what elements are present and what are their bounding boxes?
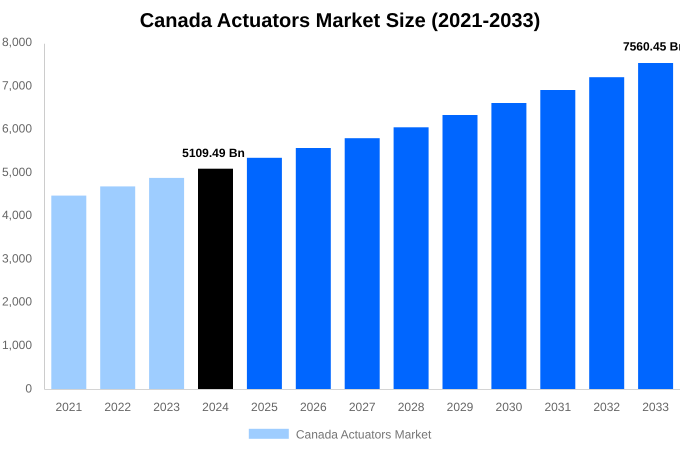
- svg-text:5,000: 5,000: [2, 165, 32, 179]
- svg-text:2027: 2027: [349, 400, 376, 414]
- svg-text:5109.49 Bn: 5109.49 Bn: [182, 146, 245, 160]
- svg-text:2021: 2021: [55, 400, 82, 414]
- svg-text:2026: 2026: [300, 400, 327, 414]
- svg-text:2031: 2031: [544, 400, 571, 414]
- svg-text:7560.45 Bn: 7560.45 Bn: [623, 40, 680, 54]
- svg-text:7,000: 7,000: [2, 78, 32, 92]
- svg-text:Canada Actuators Market Size (: Canada Actuators Market Size (2021-2033): [140, 10, 541, 32]
- svg-text:2023: 2023: [153, 400, 180, 414]
- svg-text:2030: 2030: [496, 400, 523, 414]
- svg-text:1,000: 1,000: [2, 338, 32, 352]
- svg-text:Canada Actuators Market: Canada Actuators Market: [296, 428, 432, 442]
- svg-text:2028: 2028: [398, 400, 425, 414]
- svg-text:2029: 2029: [447, 400, 474, 414]
- svg-text:6,000: 6,000: [2, 122, 32, 136]
- svg-text:2025: 2025: [251, 400, 278, 414]
- svg-text:2,000: 2,000: [2, 295, 32, 309]
- svg-text:8,000: 8,000: [2, 35, 32, 49]
- svg-text:2032: 2032: [593, 400, 620, 414]
- svg-text:2022: 2022: [104, 400, 131, 414]
- svg-text:4,000: 4,000: [2, 208, 32, 222]
- svg-text:3,000: 3,000: [2, 251, 32, 265]
- svg-text:0: 0: [25, 381, 32, 395]
- svg-text:2033: 2033: [642, 400, 669, 414]
- svg-text:2024: 2024: [202, 400, 229, 414]
